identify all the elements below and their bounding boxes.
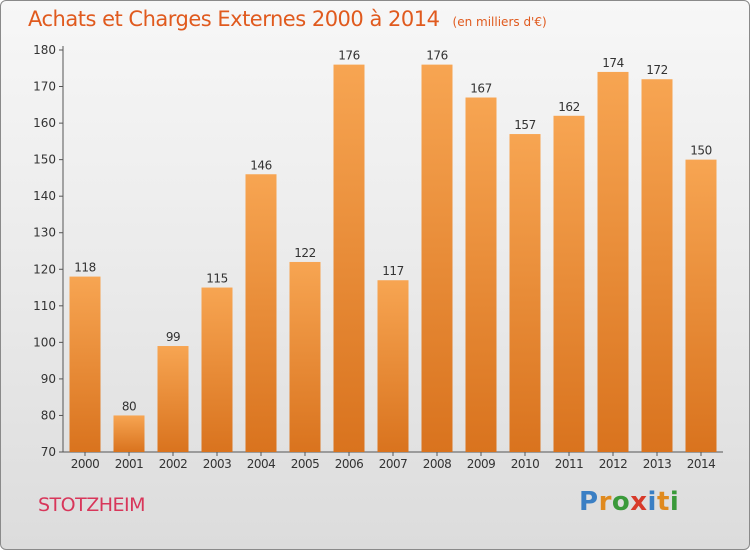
bar: [641, 79, 673, 453]
y-tick-label: 180: [33, 43, 56, 57]
x-tick-label: 2003: [203, 457, 232, 471]
bar-value-label: 150: [690, 144, 711, 158]
bar: [333, 64, 365, 453]
bar-value-label: 176: [426, 49, 447, 63]
x-tick-label: 2002: [159, 457, 188, 471]
bar: [509, 134, 541, 452]
city-name: STOTZHEIM: [38, 494, 146, 516]
x-tick-label: 2001: [115, 457, 144, 471]
logo-letter: t: [656, 487, 670, 517]
x-tick-label: 2011: [555, 457, 584, 471]
y-tick-label: 130: [33, 226, 56, 240]
bar: [201, 287, 233, 452]
proxiti-logo[interactable]: Proxiti: [579, 487, 679, 517]
bar: [685, 159, 717, 453]
chart-subtitle: (en milliers d'€): [452, 15, 547, 29]
bar-value-label: 146: [250, 158, 271, 172]
x-tick-label: 2012: [599, 457, 628, 471]
bar: [377, 280, 409, 452]
x-tick-label: 2009: [467, 457, 496, 471]
y-tick-label: 170: [33, 80, 56, 94]
x-tick-label: 2014: [687, 457, 716, 471]
bar-value-label: 122: [294, 246, 315, 260]
y-tick-label: 100: [33, 335, 56, 349]
chart-title-row: Achats et Charges Externes 2000 à 2014 (…: [28, 7, 547, 31]
logo-letter: i: [647, 487, 657, 517]
x-tick-label: 2013: [643, 457, 672, 471]
bar-value-label: 99: [166, 330, 180, 344]
bar: [157, 346, 189, 452]
bar-value-label: 118: [74, 261, 95, 275]
logo-letter: i: [669, 487, 680, 517]
x-tick-label: 2008: [423, 457, 452, 471]
x-tick-label: 2010: [511, 457, 540, 471]
bar-value-label: 172: [646, 63, 667, 77]
bar-value-label: 174: [602, 56, 623, 70]
logo-letter: r: [598, 487, 612, 517]
y-tick-label: 120: [33, 262, 56, 276]
bar-value-label: 157: [514, 118, 535, 132]
y-tick-label: 160: [33, 116, 56, 130]
x-tick-label: 2006: [335, 457, 364, 471]
y-tick-label: 140: [33, 189, 56, 203]
bar: [465, 97, 497, 452]
bar: [113, 415, 145, 452]
bar-value-label: 176: [338, 49, 359, 63]
y-tick-label: 110: [33, 299, 56, 313]
bar-value-label: 167: [470, 82, 491, 96]
bar: [553, 115, 585, 453]
x-tick-label: 2005: [291, 457, 320, 471]
logo-letter: P: [579, 487, 599, 517]
x-tick-label: 2004: [247, 457, 276, 471]
bar-value-label: 115: [206, 272, 227, 286]
bar: [421, 64, 453, 453]
logo-letter: o: [611, 487, 631, 517]
bar-value-label: 80: [122, 399, 136, 413]
bar-value-label: 162: [558, 100, 579, 114]
x-tick-label: 2000: [71, 457, 100, 471]
y-tick-label: 90: [41, 372, 56, 386]
chart-title: Achats et Charges Externes 2000 à 2014: [28, 7, 440, 31]
bar: [597, 71, 629, 452]
bar: [245, 174, 277, 452]
x-tick-label: 2007: [379, 457, 408, 471]
y-tick-label: 80: [41, 408, 56, 422]
bar-value-label: 117: [382, 264, 403, 278]
bar: [69, 276, 101, 452]
y-tick-label: 70: [41, 445, 56, 459]
logo-letter: x: [630, 487, 648, 517]
bar: [289, 261, 321, 452]
y-tick-label: 150: [33, 153, 56, 167]
